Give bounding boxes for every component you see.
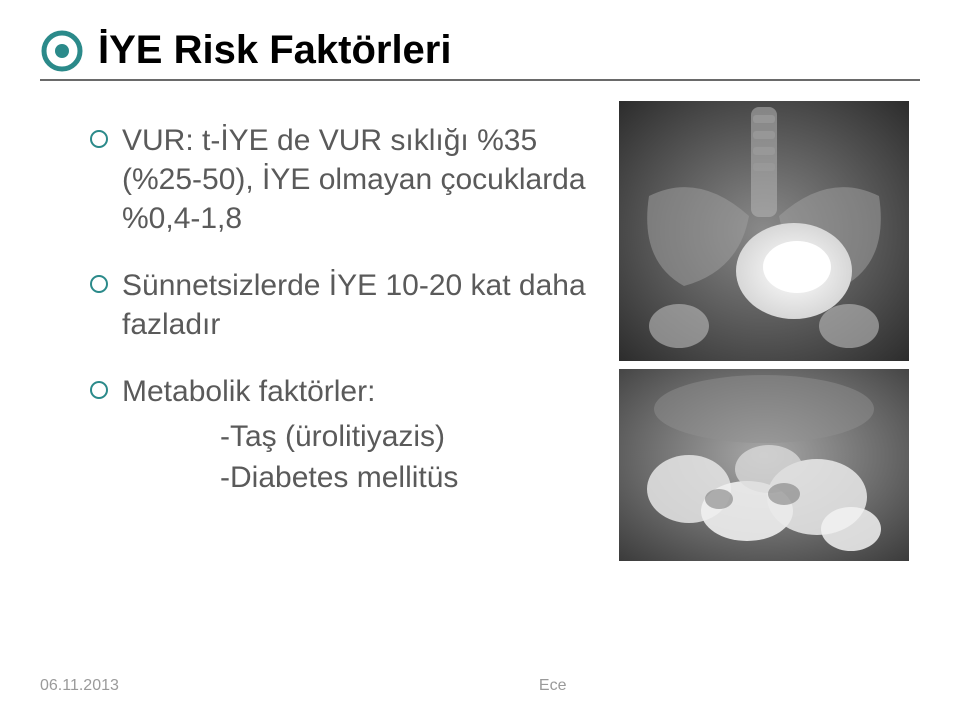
ring-bullet-icon — [90, 381, 108, 399]
bullet-text: Metabolik faktörler: — [122, 372, 375, 411]
footer: 06.11.2013 Ece — [40, 677, 919, 695]
bullet-text: VUR: t-İYE de VUR sıklığı %35 (%25-50), … — [122, 121, 619, 238]
slide: İYE Risk Faktörleri VUR: t-İYE de VUR sı… — [0, 0, 959, 713]
xray-image-bottom — [619, 369, 909, 561]
title-underline — [40, 79, 920, 81]
footer-author: Ece — [539, 677, 567, 695]
bullet-text: Sünnetsizlerde İYE 10-20 kat daha fazlad… — [122, 266, 619, 344]
bullet-item: Sünnetsizlerde İYE 10-20 kat daha fazlad… — [90, 266, 619, 344]
sub-bullet-text: -Diabetes mellitüs — [220, 458, 619, 499]
bullet-item: Metabolik faktörler: — [90, 372, 619, 411]
xray-image-top — [619, 101, 909, 361]
title-row: İYE Risk Faktörleri — [40, 28, 919, 73]
content-area: VUR: t-İYE de VUR sıklığı %35 (%25-50), … — [40, 111, 919, 561]
circle-bullet-icon — [40, 29, 84, 73]
ring-bullet-icon — [90, 275, 108, 293]
image-column — [619, 101, 909, 561]
slide-title: İYE Risk Faktörleri — [98, 28, 451, 73]
sub-bullet-text: -Taş (ürolitiyazis) — [220, 417, 619, 458]
footer-date: 06.11.2013 — [40, 677, 119, 695]
bullet-item: VUR: t-İYE de VUR sıklığı %35 (%25-50), … — [90, 121, 619, 238]
text-column: VUR: t-İYE de VUR sıklığı %35 (%25-50), … — [90, 111, 619, 561]
sub-items: -Taş (ürolitiyazis) -Diabetes mellitüs — [220, 417, 619, 498]
ring-bullet-icon — [90, 130, 108, 148]
